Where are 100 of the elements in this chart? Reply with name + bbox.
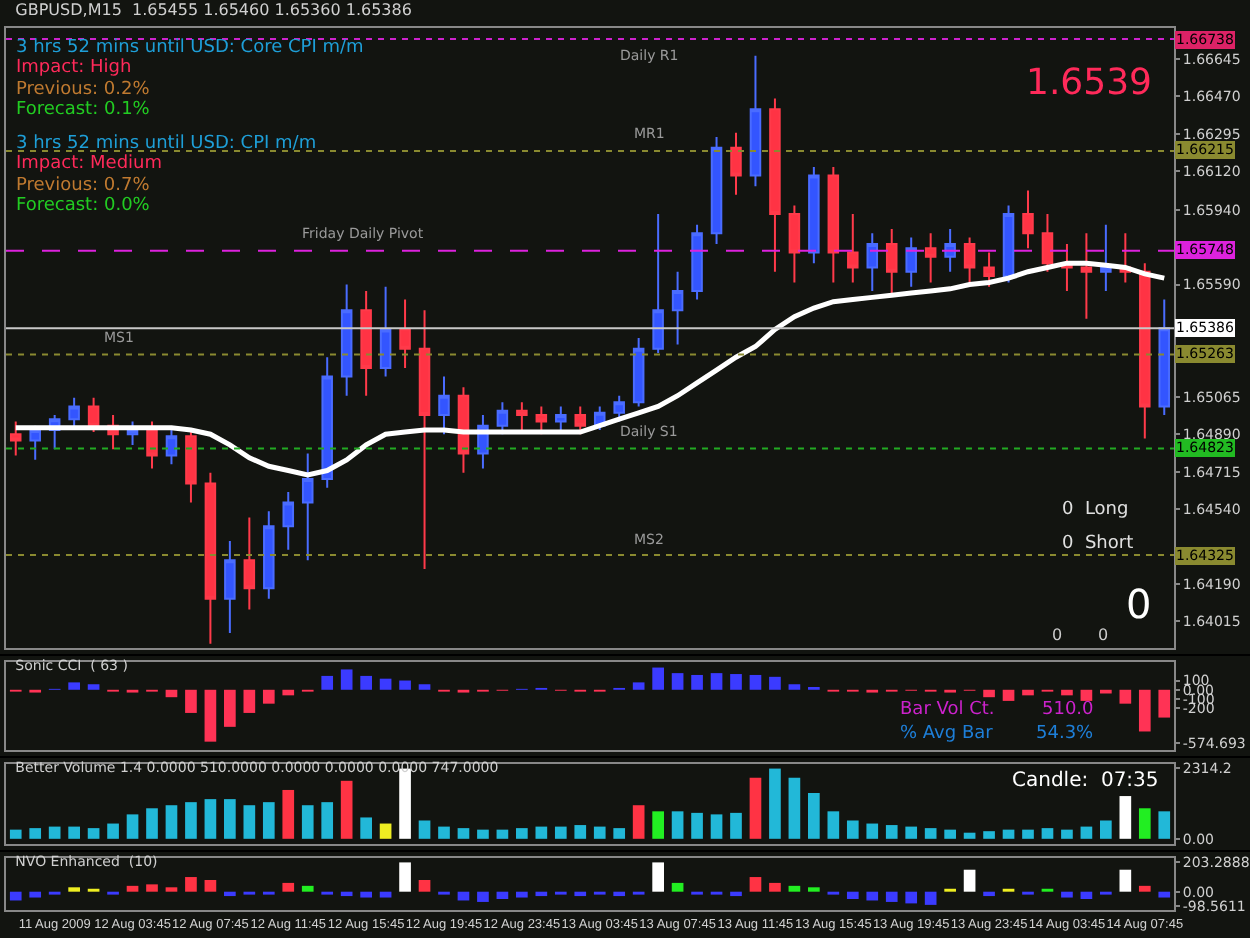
candlestick	[788, 204, 801, 284]
candlestick	[379, 285, 392, 378]
bar	[671, 882, 684, 892]
bar	[321, 675, 334, 690]
bar	[146, 884, 158, 892]
bar	[379, 678, 392, 690]
bar	[496, 829, 509, 839]
bar	[146, 808, 158, 839]
bar	[418, 879, 431, 892]
candlestick	[1100, 223, 1112, 292]
bar	[885, 891, 898, 902]
annotation: 0	[1098, 626, 1109, 644]
bar	[944, 829, 956, 839]
bar	[671, 811, 684, 839]
line-series	[13, 260, 1167, 478]
bar	[340, 669, 353, 690]
bar	[613, 891, 626, 897]
candlestick	[613, 394, 625, 423]
bar	[165, 805, 178, 839]
bar	[340, 891, 353, 897]
bar	[418, 684, 431, 690]
candlestick	[438, 375, 450, 436]
candlestick	[1080, 232, 1093, 320]
bar	[516, 891, 528, 898]
bar	[963, 832, 976, 839]
bar	[360, 891, 372, 898]
bar	[808, 793, 820, 839]
bar	[204, 689, 217, 742]
bar	[418, 820, 431, 839]
bar	[399, 680, 411, 690]
bar	[769, 768, 781, 839]
bar	[1080, 826, 1093, 839]
candlestick	[185, 428, 197, 504]
candlestick	[1139, 262, 1151, 440]
bar	[126, 885, 139, 892]
bar	[1041, 828, 1054, 839]
bar	[321, 802, 334, 839]
bar	[749, 877, 762, 892]
bar	[749, 777, 762, 839]
bar	[905, 891, 918, 904]
bar	[185, 802, 197, 839]
annotation: Previous: 0.7%	[16, 176, 151, 196]
bar	[788, 777, 801, 839]
bar	[224, 891, 236, 897]
candlestick	[360, 289, 372, 397]
candlestick	[243, 516, 256, 611]
bar	[1061, 891, 1073, 898]
candlestick	[866, 232, 879, 292]
bar	[282, 689, 295, 696]
bar	[262, 689, 275, 704]
candlestick	[282, 490, 295, 551]
bar	[204, 799, 217, 839]
bar	[613, 828, 626, 839]
bar	[885, 825, 898, 839]
bar	[1119, 689, 1132, 704]
annotation: % Avg Bar	[900, 724, 994, 744]
bar	[983, 689, 995, 698]
bar	[87, 684, 100, 690]
annotation: Forecast: 0.1%	[16, 100, 151, 120]
annotation: 3 hrs 52 mins until USD: CPI m/m	[16, 134, 317, 154]
candlestick	[574, 405, 587, 436]
bar	[963, 869, 976, 892]
candlestick	[1022, 189, 1034, 250]
candlestick	[224, 540, 236, 635]
candlestick	[632, 337, 645, 408]
bar	[905, 826, 918, 839]
bar	[516, 828, 528, 839]
candlestick	[671, 270, 684, 346]
bar	[749, 674, 762, 690]
bar	[126, 814, 139, 839]
bar	[652, 667, 664, 690]
bar	[477, 829, 489, 839]
bar	[107, 823, 119, 839]
bar	[457, 828, 470, 839]
annotation: Impact: High	[16, 58, 132, 78]
annotation: Forecast: 0.0%	[16, 196, 151, 216]
bar	[1002, 829, 1015, 839]
candlestick	[827, 165, 840, 284]
annotation: Bar Vol Ct.	[900, 700, 995, 720]
bar	[710, 814, 723, 839]
candlestick	[1158, 298, 1171, 416]
candlestick	[983, 251, 995, 288]
bar	[730, 812, 742, 839]
bar	[438, 826, 450, 839]
bar	[924, 891, 937, 905]
candlestick	[399, 298, 411, 369]
bar	[593, 826, 606, 839]
bar	[632, 682, 645, 690]
candlestick	[652, 213, 664, 354]
bar	[282, 882, 295, 892]
bar	[340, 780, 353, 839]
candlestick	[321, 356, 333, 489]
candlestick	[769, 97, 781, 273]
bar	[360, 817, 372, 839]
candlestick	[691, 223, 703, 301]
bar	[1100, 820, 1112, 839]
candlestick	[165, 428, 178, 466]
chart-title: GBPUSD,M15 1.65455 1.65460 1.65360 1.65386	[15, 1, 412, 20]
candlestick	[418, 309, 431, 570]
bar	[574, 891, 587, 897]
